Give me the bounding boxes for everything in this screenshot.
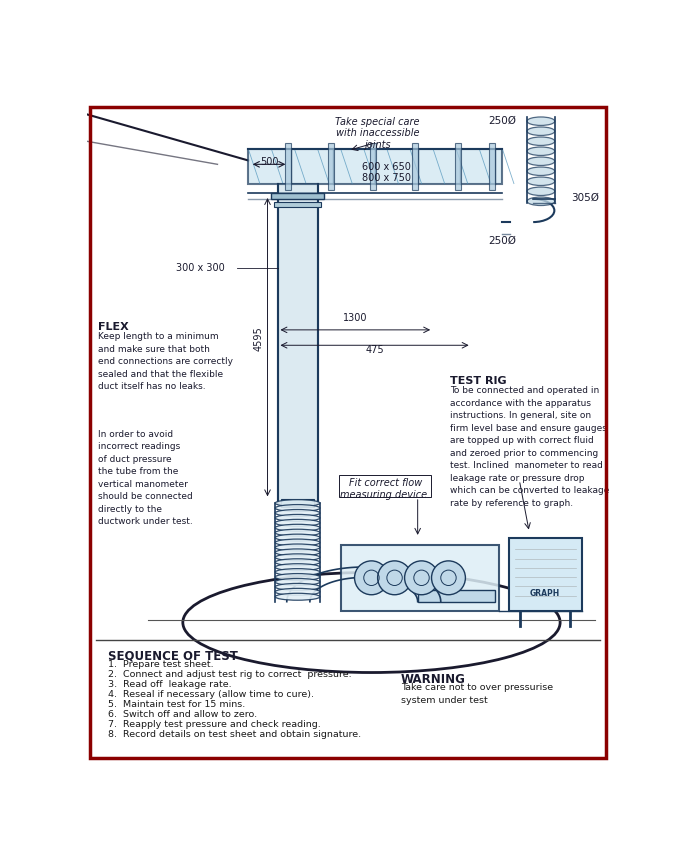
Text: 800 x 750: 800 x 750 (363, 173, 411, 183)
Bar (272, 193, 324, 199)
Ellipse shape (527, 117, 555, 126)
Ellipse shape (527, 157, 555, 165)
Circle shape (405, 561, 439, 595)
Ellipse shape (527, 147, 555, 156)
Ellipse shape (275, 579, 320, 586)
Ellipse shape (275, 588, 320, 595)
Text: 8.  Record details on test sheet and obtain signature.: 8. Record details on test sheet and obta… (108, 730, 361, 740)
Ellipse shape (275, 514, 320, 521)
Bar (274, 202, 320, 206)
Text: 250Ø: 250Ø (488, 116, 516, 127)
Circle shape (354, 561, 388, 595)
Text: To be connected and operated in
accordance with the apparatus
instructions. In g: To be connected and operated in accordan… (450, 386, 609, 508)
Ellipse shape (527, 187, 555, 195)
Ellipse shape (275, 568, 320, 575)
Bar (455, 143, 461, 190)
Bar (281, 499, 314, 507)
Text: 250Ø: 250Ø (488, 235, 516, 246)
Ellipse shape (527, 177, 555, 186)
Text: 3.  Read off  leakage rate.: 3. Read off leakage rate. (108, 681, 232, 689)
Text: Fit correct flow
measuring device.: Fit correct flow measuring device. (340, 479, 430, 500)
Bar (327, 143, 334, 190)
Text: 5.  Maintain test for 15 mins.: 5. Maintain test for 15 mins. (108, 700, 245, 710)
Ellipse shape (275, 500, 320, 507)
Text: 2.  Connect and adjust test rig to correct  pressure.: 2. Connect and adjust test rig to correc… (108, 670, 352, 679)
Ellipse shape (275, 520, 320, 526)
Text: 600 x 650: 600 x 650 (363, 163, 411, 172)
Text: WARNING: WARNING (401, 673, 466, 686)
Ellipse shape (275, 539, 320, 546)
Text: 4595: 4595 (254, 326, 264, 351)
Ellipse shape (527, 167, 555, 175)
Text: 6.  Switch off and allow to zero.: 6. Switch off and allow to zero. (108, 710, 257, 719)
Text: 305Ø: 305Ø (572, 193, 600, 203)
Bar (370, 143, 376, 190)
Text: GRAPH: GRAPH (530, 589, 560, 597)
Bar (412, 143, 418, 190)
Text: 4.  Reseal if necessary (allow time to cure).: 4. Reseal if necessary (allow time to cu… (108, 690, 314, 699)
Ellipse shape (275, 574, 320, 580)
Text: TEST RIG: TEST RIG (450, 376, 507, 386)
Ellipse shape (275, 554, 320, 561)
Ellipse shape (275, 529, 320, 536)
Text: 7.  Reapply test pressure and check reading.: 7. Reapply test pressure and check readi… (108, 720, 321, 729)
Ellipse shape (527, 197, 555, 205)
Bar (285, 143, 291, 190)
Ellipse shape (527, 127, 555, 135)
Circle shape (378, 561, 411, 595)
Ellipse shape (275, 593, 320, 600)
Ellipse shape (527, 137, 555, 146)
Text: Take special care
with inaccessible
joints: Take special care with inaccessible join… (335, 116, 420, 150)
Ellipse shape (275, 549, 320, 556)
Bar (278, 183, 318, 503)
Ellipse shape (275, 544, 320, 551)
Text: 475: 475 (365, 345, 384, 355)
Ellipse shape (275, 584, 320, 591)
Text: In order to avoid
incorrect readings
of duct pressure
the tube from the
vertical: In order to avoid incorrect readings of … (98, 430, 193, 526)
Text: Keep length to a minimum
and make sure that both
end connections are correctly
s: Keep length to a minimum and make sure t… (98, 332, 233, 391)
Circle shape (432, 561, 465, 595)
Ellipse shape (275, 524, 320, 532)
Text: 300 x 300: 300 x 300 (176, 263, 225, 272)
Bar (418, 590, 495, 602)
Text: Take care not to over pressurise
system under test: Take care not to over pressurise system … (401, 683, 553, 704)
Text: FLEX: FLEX (98, 322, 129, 332)
Bar (509, 538, 582, 611)
Text: 1300: 1300 (343, 312, 367, 323)
Ellipse shape (275, 504, 320, 512)
Bar (341, 545, 498, 611)
Bar (490, 143, 496, 190)
Text: 1.  Prepare test sheet.: 1. Prepare test sheet. (108, 660, 214, 669)
Text: 500: 500 (260, 157, 278, 167)
Text: SEQUENCE OF TEST: SEQUENCE OF TEST (108, 650, 238, 663)
Ellipse shape (275, 534, 320, 541)
Ellipse shape (275, 564, 320, 571)
Bar (249, 149, 502, 183)
Ellipse shape (275, 509, 320, 516)
Ellipse shape (275, 559, 320, 566)
